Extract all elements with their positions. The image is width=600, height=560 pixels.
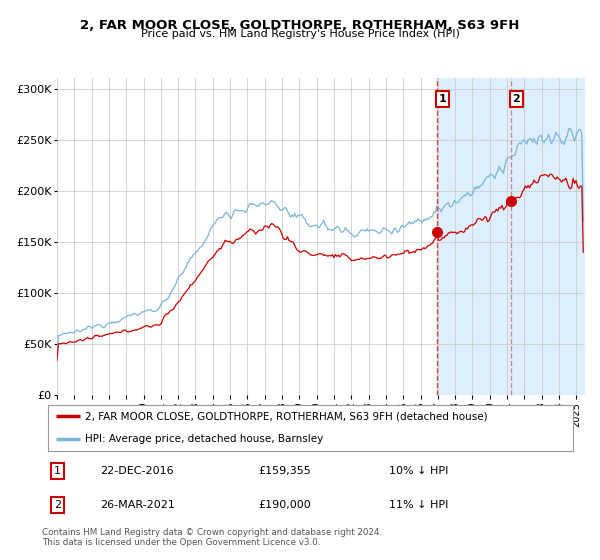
Text: HPI: Average price, detached house, Barnsley: HPI: Average price, detached house, Barn… (85, 435, 323, 444)
Text: 2, FAR MOOR CLOSE, GOLDTHORPE, ROTHERHAM, S63 9FH: 2, FAR MOOR CLOSE, GOLDTHORPE, ROTHERHAM… (80, 19, 520, 32)
Text: 11% ↓ HPI: 11% ↓ HPI (389, 500, 449, 510)
Text: 2: 2 (512, 94, 520, 104)
Text: 26-MAR-2021: 26-MAR-2021 (101, 500, 175, 510)
Text: 1: 1 (439, 94, 446, 104)
Text: £190,000: £190,000 (258, 500, 311, 510)
Text: Contains HM Land Registry data © Crown copyright and database right 2024.
This d: Contains HM Land Registry data © Crown c… (42, 528, 382, 547)
Text: 22-DEC-2016: 22-DEC-2016 (101, 466, 174, 476)
Bar (437, 78, 600, 395)
Text: 2, FAR MOOR CLOSE, GOLDTHORPE, ROTHERHAM, S63 9FH (detached house): 2, FAR MOOR CLOSE, GOLDTHORPE, ROTHERHAM… (85, 412, 487, 421)
Text: £159,355: £159,355 (258, 466, 311, 476)
Text: Price paid vs. HM Land Registry's House Price Index (HPI): Price paid vs. HM Land Registry's House … (140, 29, 460, 39)
Text: 10% ↓ HPI: 10% ↓ HPI (389, 466, 449, 476)
Text: 2: 2 (54, 500, 61, 510)
Text: 1: 1 (54, 466, 61, 476)
